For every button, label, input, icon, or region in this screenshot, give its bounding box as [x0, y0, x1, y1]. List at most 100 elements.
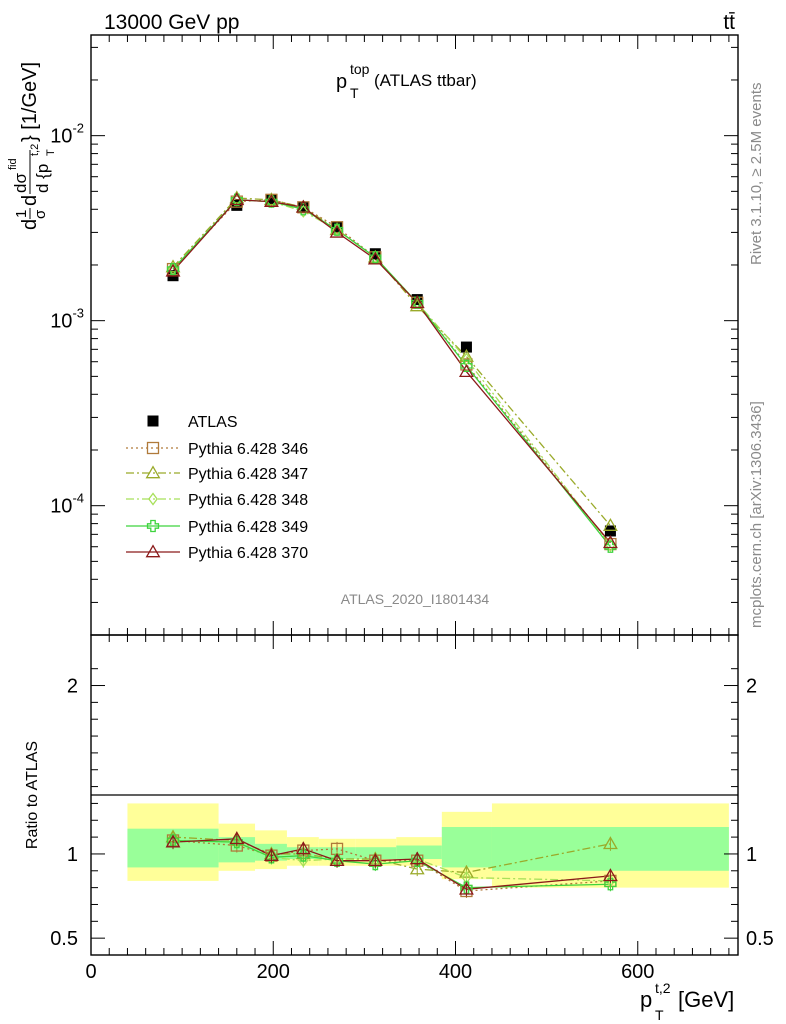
data-point-main — [229, 192, 245, 206]
ratio-y-tick-label: 0.5 — [50, 928, 78, 950]
data-point-ratio — [367, 853, 383, 867]
data-point-ratio — [329, 853, 345, 867]
data-point-ratio — [230, 836, 243, 849]
legend-label: Pythia 6.428 349 — [188, 519, 308, 536]
data-point-main — [297, 203, 310, 216]
data-point-main — [330, 223, 344, 236]
data-point-main — [165, 263, 181, 277]
legend-label: Pythia 6.428 370 — [188, 545, 308, 562]
data-point-ratio — [263, 848, 279, 861]
x-tick-label: 200 — [257, 961, 290, 983]
data-point-main — [165, 259, 181, 273]
data-point-ratio — [602, 868, 618, 882]
x-axis-label: p t,2 T [GeV] — [640, 980, 734, 1023]
x-tick-label: 600 — [621, 961, 654, 983]
data-point-ratio — [165, 834, 181, 848]
svg-text:d: d — [19, 219, 41, 230]
process-label: tt̄ — [723, 11, 735, 34]
ratio-y-tick-label: 0.5 — [746, 928, 774, 950]
x-tick-label: 400 — [439, 961, 472, 983]
y-tick-label: 10-3 — [50, 306, 84, 333]
ratio-y-tick-label: 2 — [67, 676, 78, 698]
svg-text:d {p: d {p — [33, 164, 52, 193]
data-point-main — [458, 364, 474, 378]
ratio-uncertainty-bands — [127, 803, 729, 888]
data-point-ratio — [602, 836, 618, 850]
svg-text:dσ: dσ — [11, 173, 30, 193]
data-point-main — [265, 194, 277, 206]
ratio-band-inner — [396, 845, 442, 859]
legend-label: Pythia 6.428 348 — [188, 492, 308, 509]
axes-ticks: 0 200 400 600 10-4 10-3 10-2 0.5 0.5 1 1 2 2 — [50, 35, 774, 983]
legend-marker — [146, 519, 160, 533]
legend-label: ATLAS — [188, 414, 238, 431]
data-point-main — [458, 348, 474, 362]
svg-text:σ: σ — [32, 209, 49, 219]
svg-text:t,2: t,2 — [655, 980, 671, 996]
energy-label: 13000 GeV pp — [104, 11, 239, 34]
svg-text:} [1/GeV]: } [1/GeV] — [19, 62, 41, 142]
data-point-ratio — [166, 834, 180, 847]
series-line-main — [172, 199, 611, 546]
svg-text:T: T — [655, 1007, 664, 1023]
rivet-version-label: Rivet 3.1.10, ≥ 2.5M events — [748, 83, 765, 266]
analysis-id-label: ATLAS_2020_I1801434 — [341, 591, 490, 607]
svg-text:d: d — [19, 195, 41, 206]
legend-marker — [146, 441, 160, 455]
legend-label: Pythia 6.428 346 — [188, 441, 308, 458]
data-point-main — [297, 201, 309, 213]
data-point-ratio — [229, 831, 245, 845]
data-point-ratio — [369, 857, 382, 871]
legend-marker — [145, 544, 161, 558]
data-point-main — [409, 295, 425, 309]
data-point-ratio — [295, 841, 311, 855]
data-point-main — [460, 359, 473, 372]
data-point-main — [329, 224, 345, 238]
data-point-ratio — [409, 861, 425, 875]
data-point-ratio — [409, 851, 425, 865]
svg-text:p: p — [336, 71, 347, 93]
legend: ATLAS Pythia 6.428 346 Pythia 6.428 347 Pyt… — [126, 414, 308, 562]
y-tick-label: 10-4 — [50, 491, 84, 518]
data-point-ratio — [411, 854, 424, 867]
svg-text:t,2: t,2 — [29, 144, 41, 156]
svg-text:1: 1 — [13, 210, 30, 218]
mcplots-label: mcplots.cern.ch [arXiv:1306.3436] — [748, 401, 765, 628]
data-point-ratio — [265, 851, 278, 864]
data-point-main — [263, 193, 279, 207]
y-axis-label: d 1 σ d dσ fid d {p T t,2 } [1/GeV] — [7, 62, 57, 230]
y-tick-label: 10-2 — [50, 121, 84, 148]
ratio-y-axis-label: Ratio to ATLAS — [24, 741, 41, 849]
data-point-main — [298, 204, 309, 218]
legend-marker — [148, 492, 158, 506]
svg-text:(ATLAS ttbar): (ATLAS ttbar) — [374, 71, 477, 90]
ratio-y-tick-label: 2 — [746, 676, 757, 698]
svg-text:T: T — [45, 149, 57, 156]
data-point-main — [604, 540, 617, 553]
legend-marker — [145, 465, 161, 479]
data-point-main — [166, 262, 180, 276]
data-point-main — [602, 535, 618, 549]
data-point-ratio — [458, 881, 474, 895]
svg-text:T: T — [350, 85, 359, 101]
ratio-band-inner — [441, 827, 492, 868]
svg-text:top: top — [350, 61, 370, 77]
data-point-ratio — [604, 878, 617, 891]
data-point-main — [367, 251, 383, 265]
x-tick-label: 0 — [85, 961, 96, 983]
data-point-main — [460, 341, 472, 353]
svg-text:p: p — [640, 987, 652, 1012]
ratio-series — [165, 829, 618, 898]
data-point-main — [295, 199, 311, 213]
svg-text:[GeV]: [GeV] — [678, 987, 734, 1012]
svg-text:fid: fid — [7, 158, 19, 170]
plot-title: p top T (ATLAS ttbar) — [336, 61, 477, 101]
legend-marker — [147, 415, 159, 427]
ratio-y-tick-label: 1 — [67, 844, 78, 866]
ratio-y-tick-label: 1 — [746, 844, 757, 866]
data-point-main — [602, 518, 618, 531]
data-point-ratio — [460, 881, 473, 894]
main-series — [165, 190, 618, 553]
data-point-main — [369, 251, 382, 264]
